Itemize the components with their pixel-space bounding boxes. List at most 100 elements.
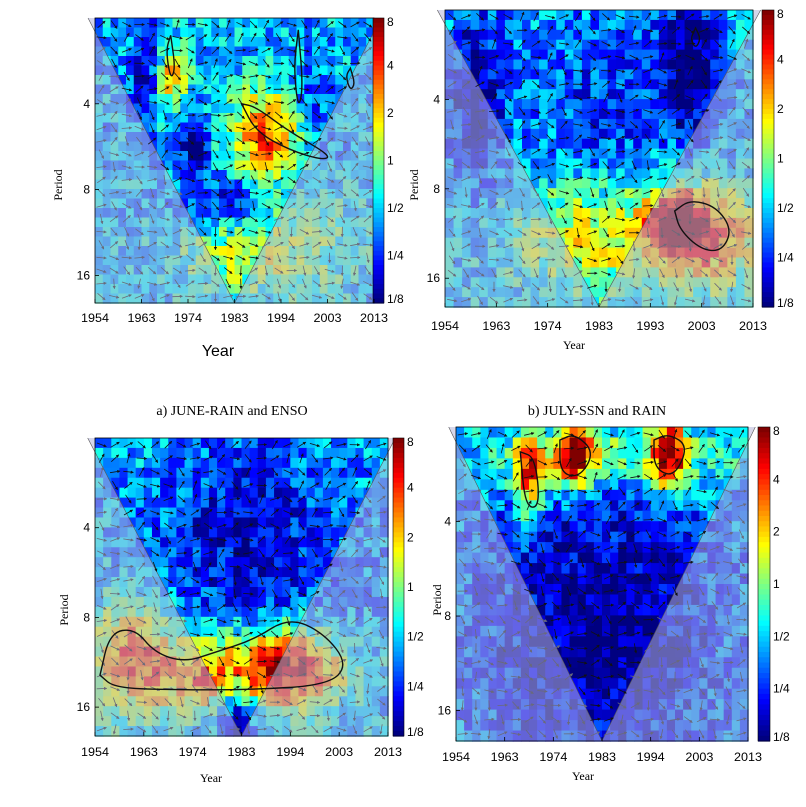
heat-cell <box>265 467 275 479</box>
phase-arrow <box>185 190 196 196</box>
heat-cell <box>184 596 194 608</box>
heat-cell <box>273 160 282 171</box>
heat-cell <box>322 537 332 548</box>
heat-cell <box>624 10 634 21</box>
heat-cell <box>590 217 600 229</box>
heat-cell <box>539 79 549 90</box>
heat-cell <box>265 179 274 190</box>
heat-cell <box>547 138 557 150</box>
heat-cell <box>180 27 189 38</box>
heat-cell <box>195 27 205 38</box>
phase-arrow <box>313 201 321 210</box>
heat-cell <box>684 39 694 51</box>
heat-cell <box>658 49 669 61</box>
heat-cell <box>208 457 218 469</box>
phase-arrow <box>363 280 373 287</box>
phase-arrow <box>362 125 373 131</box>
significance-contour <box>346 66 355 90</box>
heat-cell <box>226 141 236 152</box>
phase-arrow <box>121 151 132 157</box>
phase-arrow <box>147 281 158 286</box>
heat-cell <box>693 89 703 100</box>
heat-cell <box>599 59 609 70</box>
heat-cell <box>599 188 609 199</box>
heat-cell <box>95 438 104 449</box>
heat-cell <box>141 46 150 57</box>
heat-cell <box>180 122 189 133</box>
heat-cell <box>234 179 243 190</box>
heat-cell <box>624 208 634 219</box>
heat-cell <box>539 188 549 199</box>
heat-cell <box>564 69 574 80</box>
colorbar-segment <box>393 557 404 563</box>
phase-arrow <box>615 27 625 34</box>
heat-cell <box>539 89 549 100</box>
heat-cell <box>265 18 274 29</box>
heat-cell <box>219 103 228 114</box>
heat-cell <box>650 138 660 150</box>
heat-cell <box>744 19 754 31</box>
heat-cell <box>208 636 218 648</box>
heat-cell <box>599 138 609 150</box>
colorbar-segment <box>762 247 774 254</box>
heat-cell <box>539 39 549 51</box>
heat-cell <box>530 89 540 100</box>
heat-cell <box>234 113 243 124</box>
heat-cell <box>735 19 746 31</box>
heat-cell <box>288 179 298 190</box>
phase-arrow <box>337 204 348 208</box>
heat-cell <box>513 29 523 41</box>
heat-cell <box>339 477 348 489</box>
heat-cell <box>273 151 282 162</box>
phase-arrow <box>657 14 668 19</box>
heat-cell <box>607 59 617 70</box>
heat-cell <box>581 277 592 288</box>
heat-cell <box>226 208 236 219</box>
phase-arrow <box>261 190 272 196</box>
heat-cell <box>225 457 234 469</box>
heat-cell <box>160 567 169 578</box>
heat-cell <box>327 84 336 95</box>
colorbar-segment <box>373 241 384 247</box>
heat-cell <box>504 19 515 31</box>
colorbar-segment <box>762 178 774 184</box>
heat-cell <box>157 122 166 133</box>
heat-cell <box>306 477 316 489</box>
heat-cell <box>616 89 626 100</box>
phase-arrow <box>229 727 241 731</box>
heat-cell <box>265 75 274 86</box>
heat-cell <box>350 27 360 38</box>
heat-cell <box>581 49 592 61</box>
heat-cell <box>250 65 259 76</box>
phase-arrow <box>351 136 359 146</box>
heat-cell <box>208 567 218 578</box>
phase-arrow <box>199 45 207 55</box>
heat-cell <box>327 75 336 86</box>
heat-cell <box>219 160 228 171</box>
heat-cell <box>590 128 600 140</box>
heat-cell <box>312 113 321 124</box>
heat-cell <box>200 467 210 479</box>
heat-cell <box>641 208 651 219</box>
heat-cell <box>556 138 566 150</box>
heat-cell <box>322 527 332 538</box>
heat-cell <box>718 59 728 70</box>
heat-cell <box>219 217 228 228</box>
heat-cell <box>556 217 566 229</box>
phase-arrow <box>628 15 640 19</box>
heat-cell <box>304 18 313 29</box>
heat-cell <box>496 39 506 51</box>
heat-cell <box>265 626 275 638</box>
heat-cell <box>184 527 194 538</box>
heat-cell <box>590 148 600 160</box>
heat-cell <box>274 457 283 469</box>
heat-cell <box>249 676 259 687</box>
heat-cell <box>180 18 189 29</box>
phase-arrow <box>261 241 271 248</box>
heat-cell <box>564 109 574 120</box>
heat-cell <box>513 99 523 110</box>
phase-arrow <box>340 278 344 290</box>
phase-arrow <box>223 255 234 260</box>
heat-cell <box>590 69 600 80</box>
heat-cell <box>234 27 243 38</box>
